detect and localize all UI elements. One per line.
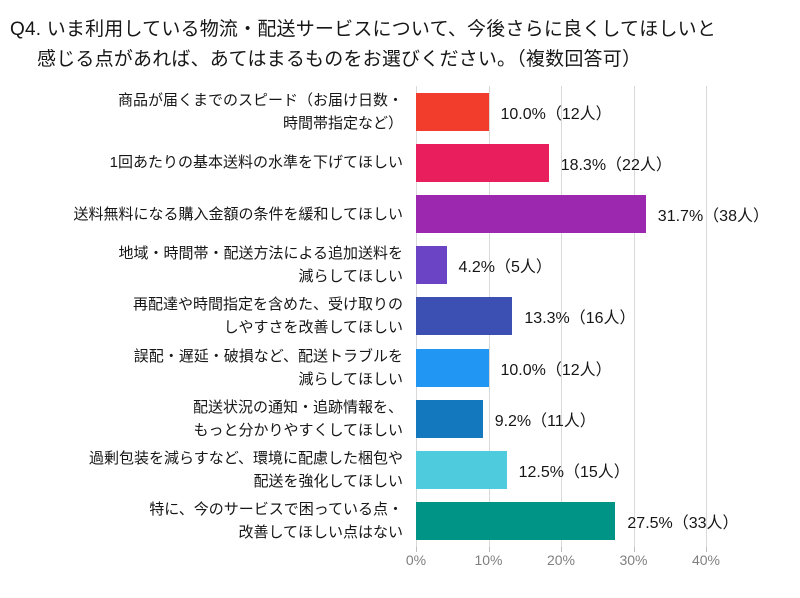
x-axis-labels: 0% 10% 20% 30% 40% <box>406 552 756 572</box>
tick-40pct <box>706 547 707 552</box>
value-label: 9.2%（11人） <box>494 412 596 430</box>
bar-row: 再配達や時間指定を含めた、受け取りの しやすさを改善してほしい 13.3%（16… <box>0 291 800 342</box>
tick-10pct <box>488 547 490 552</box>
bar-eco-packaging <box>416 451 507 490</box>
value-label: 12.5%（15人） <box>518 464 630 482</box>
category-label: 1回あたりの基本送料の水準を下げてほしい <box>109 154 403 172</box>
value-label: 27.5%（33人） <box>627 515 739 533</box>
bar-delivery-trouble <box>416 348 489 387</box>
category-label: 過剰包装を減らすなど、環境に配慮した梱包や 配送を強化してほしい <box>89 450 403 491</box>
tick-30pct <box>633 547 635 552</box>
value-label: 13.3%（16人） <box>524 310 636 328</box>
x-tick-label: 20% <box>546 552 576 568</box>
chart-title-line2: 感じる点があれば、あてはまるものをお選びください。（複数回答可） <box>37 49 642 70</box>
bar-rows: 商品が届くまでのスピード（お届け日数・ 時間帯指定など） 10.0%（12人） … <box>0 86 800 547</box>
gridline-20pct <box>561 86 562 547</box>
category-label: 商品が届くまでのスピード（お届け日数・ 時間帯指定など） <box>117 91 403 132</box>
category-label: 地域・時間帯・配送方法による追加送料を 減らしてほしい <box>118 245 403 286</box>
category-label: 送料無料になる購入金額の条件を緩和してほしい <box>73 205 403 223</box>
x-tick-label: 10% <box>474 552 503 568</box>
value-label: 18.3%（22人） <box>560 156 672 174</box>
chart-title: Q4. いま利用している物流・配送サービスについて、今後さらに良くしてほしいと … <box>10 15 796 75</box>
x-tick-label: 40% <box>691 552 721 568</box>
value-label: 10.0%（12人） <box>500 105 612 123</box>
bar-extra-shipping-fee <box>416 246 447 285</box>
gridline-30pct <box>633 86 635 547</box>
gridline-40pct <box>706 86 707 547</box>
bar-receiving-convenience <box>416 297 513 336</box>
chart-title-line1: Q4. いま利用している物流・配送サービスについて、今後さらに良くしてほしいと <box>10 19 717 40</box>
bar-base-shipping-fee <box>416 143 549 182</box>
bar-row: 過剰包装を減らすなど、環境に配慮した梱包や 配送を強化してほしい 12.5%（1… <box>0 445 800 496</box>
value-label: 4.2%（5人） <box>458 259 552 277</box>
bar-free-shipping-threshold <box>416 195 646 234</box>
x-tick-label: 0% <box>405 552 427 568</box>
bar-row: 誤配・遅延・破損など、配送トラブルを 減らしてほしい 10.0%（12人） <box>0 342 800 393</box>
category-label: 再配達や時間指定を含めた、受け取りの しやすさを改善してほしい <box>132 296 403 337</box>
bar-row: 商品が届くまでのスピード（お届け日数・ 時間帯指定など） 10.0%（12人） <box>0 86 800 137</box>
bar-row: 送料無料になる購入金額の条件を緩和してほしい 31.7%（38人） <box>0 188 800 239</box>
x-tick-label: 30% <box>619 552 648 568</box>
value-label: 31.7%（38人） <box>657 208 769 226</box>
x-axis-ticks <box>416 547 708 553</box>
category-label: 特に、今のサービスで困っている点・ 改善してほしい点はない <box>149 501 403 542</box>
value-label: 10.0%（12人） <box>500 361 612 379</box>
bar-no-complaints <box>416 502 616 541</box>
bar-row: 配送状況の通知・追跡情報を、 もっと分かりやすくしてほしい 9.2%（11人） <box>0 393 800 444</box>
tick-20pct <box>561 547 562 552</box>
bar-row: 1回あたりの基本送料の水準を下げてほしい 18.3%（22人） <box>0 137 800 188</box>
tick-0pct <box>416 547 417 552</box>
bar-row: 地域・時間帯・配送方法による追加送料を 減らしてほしい 4.2%（5人） <box>0 240 800 291</box>
category-label: 配送状況の通知・追跡情報を、 もっと分かりやすくしてほしい <box>192 398 403 439</box>
bar-tracking-info <box>416 399 483 438</box>
bar-row: 特に、今のサービスで困っている点・ 改善してほしい点はない 27.5%（33人） <box>0 496 800 547</box>
category-label: 誤配・遅延・破損など、配送トラブルを 減らしてほしい <box>133 347 403 388</box>
bar-speed <box>416 92 489 131</box>
